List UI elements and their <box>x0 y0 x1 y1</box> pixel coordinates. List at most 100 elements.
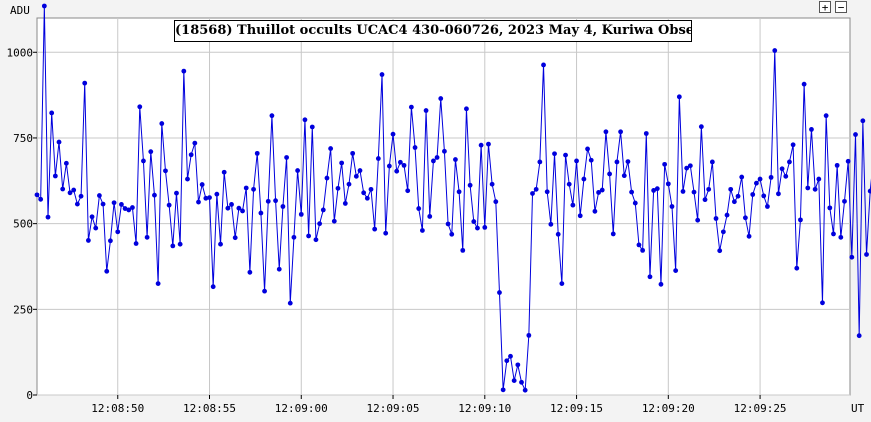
data-point <box>867 188 871 194</box>
data-point <box>676 94 682 100</box>
data-point <box>434 155 440 160</box>
data-point <box>350 150 356 156</box>
data-point <box>60 186 66 192</box>
data-point <box>765 204 770 209</box>
data-point <box>816 176 822 182</box>
data-point <box>559 281 565 287</box>
data-point <box>603 129 609 135</box>
data-point <box>460 247 466 253</box>
data-point <box>181 68 187 74</box>
x-tick-label: 12:09:00 <box>275 402 328 415</box>
data-point <box>475 225 480 231</box>
plot-area <box>36 17 851 396</box>
data-point <box>401 162 407 168</box>
data-point <box>537 159 543 165</box>
data-point <box>335 185 341 191</box>
data-point <box>431 158 436 164</box>
data-point <box>706 186 712 192</box>
data-point <box>265 198 271 204</box>
data-point <box>687 163 693 169</box>
data-point <box>625 159 631 165</box>
chart-title: (18568) Thuillot occults UCAC4 430-06072… <box>174 20 692 42</box>
data-point <box>599 187 605 193</box>
data-point <box>155 281 161 287</box>
data-point <box>119 202 124 207</box>
data-point <box>56 139 62 145</box>
data-point <box>115 229 121 235</box>
data-point <box>790 142 796 148</box>
data-point <box>273 198 278 204</box>
data-point <box>192 140 198 146</box>
series-line <box>36 5 871 391</box>
data-point <box>486 141 491 147</box>
data-point <box>258 210 264 216</box>
data-point <box>324 175 330 181</box>
data-point <box>464 106 469 112</box>
data-point <box>585 146 590 152</box>
data-point <box>207 195 212 200</box>
data-point <box>269 113 275 119</box>
data-point <box>842 198 847 204</box>
data-point <box>166 202 172 208</box>
data-point <box>834 162 840 168</box>
data-point <box>548 221 554 227</box>
data-point <box>552 151 557 157</box>
data-point <box>346 181 352 187</box>
axis-ticks: 0 250 500 750 1000 12:08:50 12:08:55 12:09:00 12… <box>7 46 787 415</box>
data-point <box>111 200 117 206</box>
data-point <box>684 165 690 171</box>
data-point <box>809 126 814 132</box>
data-point <box>71 187 77 193</box>
x-tick-label: 12:09:15 <box>550 402 603 415</box>
data-point <box>63 160 69 166</box>
data-point <box>122 206 128 211</box>
data-point <box>662 161 668 167</box>
data-point <box>214 191 220 197</box>
data-point <box>174 190 179 196</box>
data-point <box>643 131 649 136</box>
data-point <box>849 254 855 260</box>
data-point <box>137 104 143 110</box>
data-points <box>34 3 871 393</box>
data-point <box>618 129 623 135</box>
data-point <box>298 211 304 217</box>
data-point <box>100 201 106 207</box>
data-point <box>159 121 165 126</box>
data-point <box>856 333 862 339</box>
data-point <box>574 158 579 164</box>
data-point <box>629 189 635 195</box>
x-axis-label: UT <box>851 402 865 415</box>
zoom-in-button[interactable]: + <box>819 1 831 13</box>
data-point <box>794 265 800 271</box>
data-point <box>405 188 411 194</box>
data-point <box>108 238 113 244</box>
data-point <box>827 205 833 211</box>
data-point <box>779 166 785 172</box>
data-point <box>240 208 245 214</box>
data-point <box>845 158 851 164</box>
data-point <box>731 199 737 205</box>
data-point <box>757 176 763 182</box>
data-point <box>78 193 84 199</box>
data-point <box>52 173 58 179</box>
data-point <box>698 124 704 130</box>
data-point <box>500 387 506 393</box>
data-point <box>776 191 781 197</box>
data-point <box>342 201 348 206</box>
data-point <box>695 217 701 223</box>
data-point <box>820 300 825 306</box>
data-point <box>456 189 462 195</box>
data-point <box>577 213 583 219</box>
data-point <box>372 226 378 232</box>
data-point <box>262 288 267 294</box>
data-point <box>519 379 524 385</box>
data-point <box>203 195 209 201</box>
data-point <box>665 181 671 187</box>
data-point <box>654 186 660 192</box>
data-point <box>170 243 176 249</box>
data-point <box>295 168 300 173</box>
data-point <box>317 221 323 227</box>
y-axis-label: ADU <box>10 4 30 17</box>
data-point <box>45 214 51 220</box>
zoom-out-button[interactable]: − <box>835 1 847 13</box>
